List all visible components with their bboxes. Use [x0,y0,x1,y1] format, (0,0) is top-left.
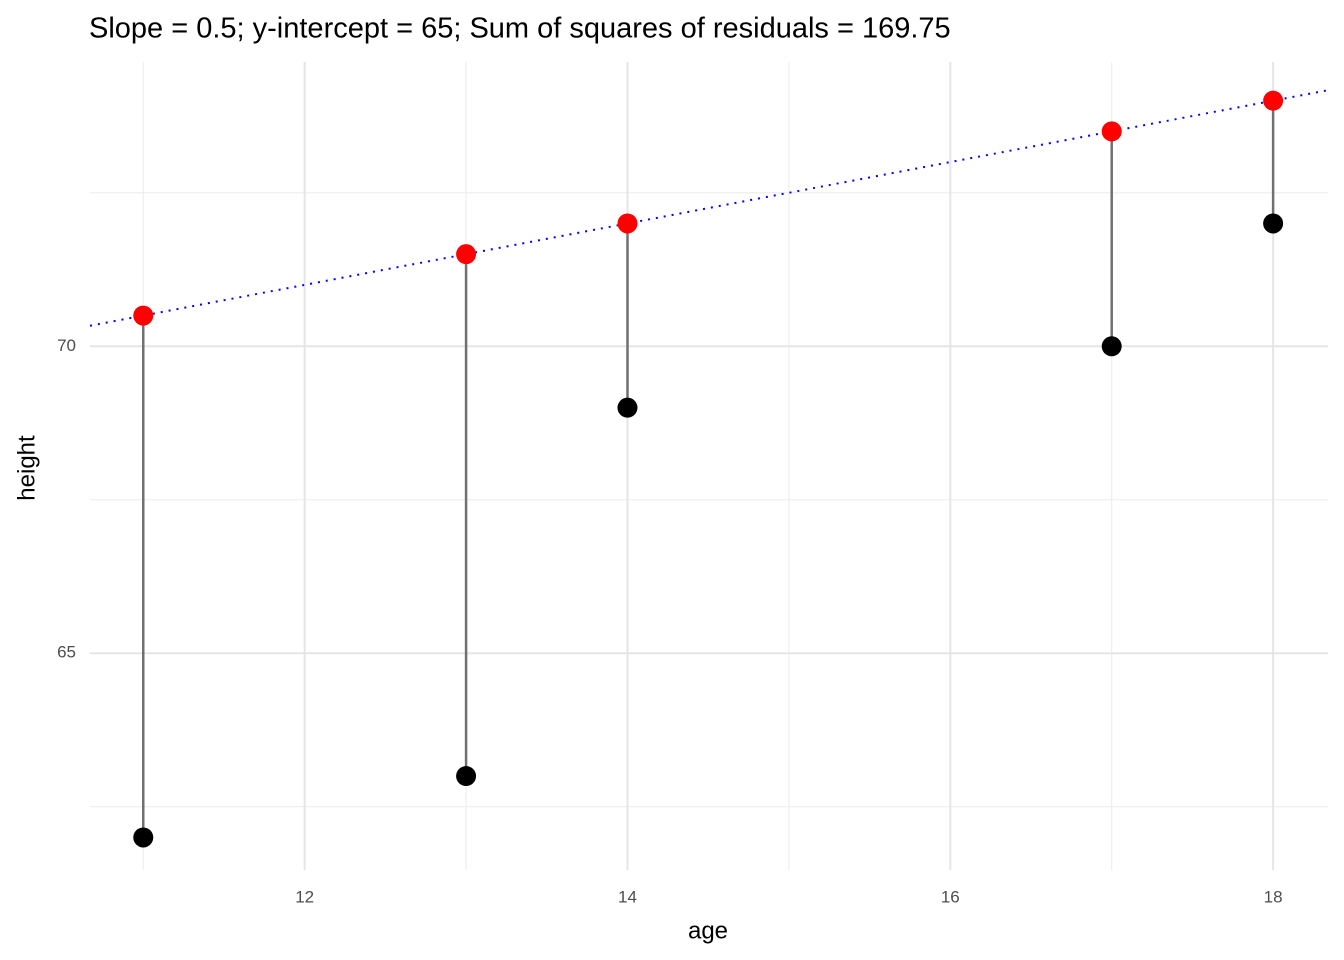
fitted-point [1101,121,1122,142]
fitted-point [456,244,477,265]
y-tick-label: 70 [57,336,76,355]
fitted-point [617,213,638,234]
fitted-point [133,305,154,326]
x-tick-label: 18 [1264,887,1283,906]
y-axis-title: height [13,435,40,501]
x-tick-label: 14 [618,887,637,906]
x-tick-label: 12 [295,887,314,906]
observed-point [617,397,638,418]
observed-point [1101,336,1122,357]
fitted-point [1263,90,1284,111]
y-tick-label: 65 [57,643,76,662]
observed-point [133,827,154,848]
fit-line [89,89,1329,327]
x-axis-title: age [688,917,728,944]
chart-title: Slope = 0.5; y-intercept = 65; Sum of sq… [89,13,951,45]
observed-point [1263,213,1284,234]
x-tick-label: 16 [941,887,960,906]
observed-point [456,766,477,787]
